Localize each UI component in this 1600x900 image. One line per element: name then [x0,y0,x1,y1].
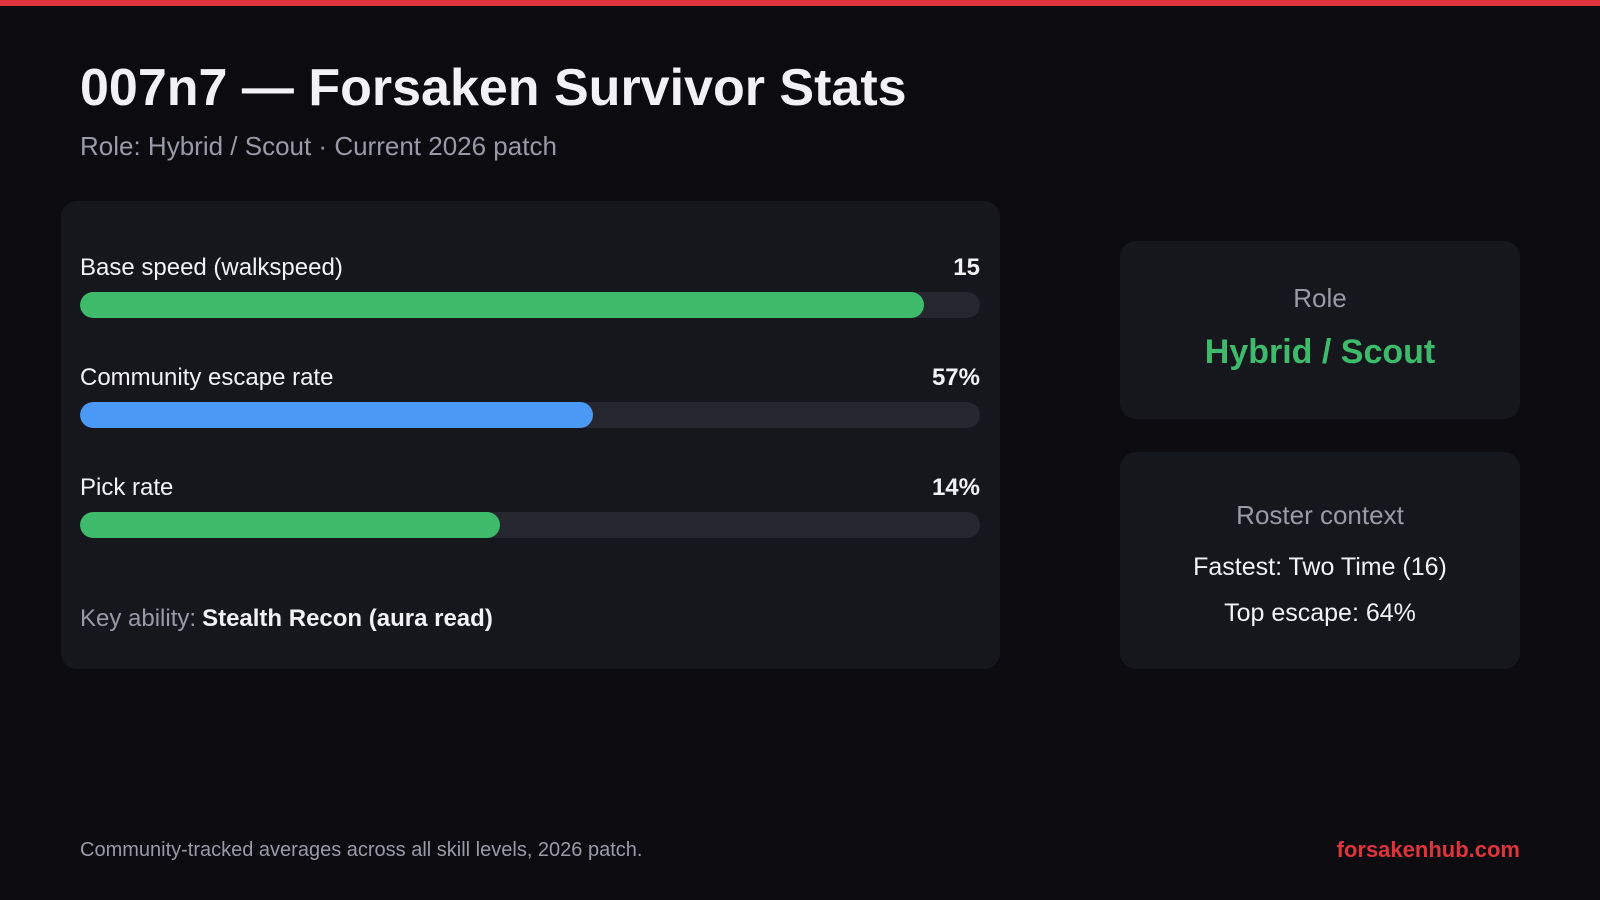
stat-label: Pick rate [80,474,174,501]
key-ability: Key ability: Stealth Recon (aura read) [80,605,493,633]
title: 007n7 — Forsaken Survivor Stats [80,59,907,117]
stat-bar [80,512,500,538]
stat-value: 57% [931,364,980,391]
stat-label: Base speed (walkspeed) [80,254,343,281]
stats-card [61,201,1000,669]
site-link[interactable]: forsakenhub.com [1336,837,1520,862]
key-ability-label: Key ability: [80,605,197,632]
top-accent [0,0,1600,6]
stat-track [80,292,980,318]
role-title: Role [1293,283,1347,313]
stat-bar [80,292,924,318]
role-card: Role Hybrid / Scout [1120,241,1520,419]
role-value: Hybrid / Scout [1204,333,1436,371]
roster-line: Fastest: Two Time (16) [1193,553,1447,581]
stat-track [80,402,980,428]
key-ability-value: Stealth Recon (aura read) [202,605,493,632]
stat-label: Community escape rate [80,364,334,391]
roster-card: Roster context Fastest: Two Time (16) To… [1120,452,1520,669]
roster-line: Top escape: 64% [1224,599,1416,627]
stat-value: 15 [953,254,980,281]
stat-value: 14% [931,474,980,501]
roster-title: Roster context [1236,500,1404,530]
stat-bar [80,402,593,428]
stat-track [80,512,980,538]
footnote: Community-tracked averages across all sk… [80,839,643,861]
subtitle: Role: Hybrid / Scout · Current 2026 patc… [80,131,557,161]
